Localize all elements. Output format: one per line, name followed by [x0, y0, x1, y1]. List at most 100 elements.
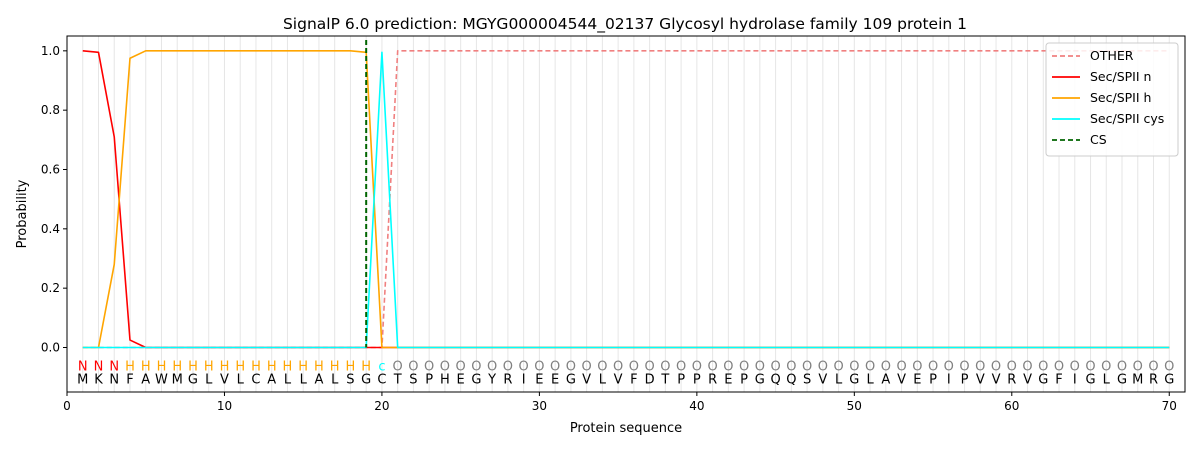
- axis-layer: 0 10 20 30 40 50 60 70 0.0 0.2 0.4 0.6 0.8 1.0: [41, 44, 1177, 413]
- residue-letter: R: [708, 373, 717, 388]
- residue-letter: G: [361, 373, 371, 388]
- region-label: O: [393, 359, 403, 374]
- region-label: O: [1022, 359, 1032, 374]
- x-tick-label: 40: [689, 399, 704, 413]
- region-label: O: [1085, 359, 1095, 374]
- residue-letter: E: [724, 373, 732, 388]
- region-label: O: [503, 359, 513, 374]
- x-tick-label: 50: [847, 399, 862, 413]
- region-label: O: [944, 359, 954, 374]
- residue-letter: R: [503, 373, 512, 388]
- residue-letter: C: [377, 373, 386, 388]
- residue-letter: M: [1132, 373, 1143, 388]
- region-label: O: [1117, 359, 1127, 374]
- region-label: H: [220, 359, 230, 374]
- x-tick-label: 0: [63, 399, 71, 413]
- residue-letter: L: [331, 373, 339, 388]
- residue-letter: L: [866, 373, 874, 388]
- residue-letter: I: [522, 373, 526, 388]
- residue-letter: I: [947, 373, 951, 388]
- region-label: O: [456, 359, 466, 374]
- residue-letter: Q: [770, 373, 780, 388]
- residue-letter: A: [141, 373, 150, 388]
- region-label: H: [267, 359, 277, 374]
- region-label: O: [1148, 359, 1158, 374]
- region-label: O: [566, 359, 576, 374]
- series-line-other: [82, 50, 1170, 349]
- region-label: O: [770, 359, 780, 374]
- region-label: O: [1101, 359, 1111, 374]
- residue-letter: V: [818, 373, 827, 388]
- region-label: O: [865, 359, 875, 374]
- region-label: O: [881, 359, 891, 374]
- residue-letter: G: [755, 373, 765, 388]
- region-label: H: [251, 359, 261, 374]
- region-label: O: [755, 359, 765, 374]
- region-label: O: [975, 359, 985, 374]
- region-label: N: [78, 359, 88, 374]
- residue-letter: A: [267, 373, 276, 388]
- region-label: O: [786, 359, 796, 374]
- residue-letter: G: [1164, 373, 1174, 388]
- residue-letter: T: [393, 373, 402, 388]
- region-label: O: [660, 359, 670, 374]
- region-label: H: [346, 359, 356, 374]
- region-label: O: [1038, 359, 1048, 374]
- residue-letter: R: [1149, 373, 1158, 388]
- residue-letter: G: [566, 373, 576, 388]
- x-tick-label: 70: [1162, 399, 1177, 413]
- residue-letter: V: [1023, 373, 1032, 388]
- region-label: O: [959, 359, 969, 374]
- x-tick-label: 60: [1004, 399, 1019, 413]
- residue-letter: R: [1007, 373, 1016, 388]
- residue-letter: P: [693, 373, 701, 388]
- y-tick-label: 0.8: [41, 103, 60, 117]
- region-label: O: [534, 359, 544, 374]
- series-line-sec-spii-cys: [82, 51, 1170, 349]
- region-label: O: [613, 359, 623, 374]
- residue-letter: S: [409, 373, 417, 388]
- residue-letter: E: [535, 373, 543, 388]
- residue-letter: Q: [786, 373, 796, 388]
- region-label: O: [1054, 359, 1064, 374]
- series-layer: [82, 40, 1170, 349]
- legend-box: [1045, 42, 1179, 157]
- residue-letter: T: [660, 373, 669, 388]
- region-label: H: [361, 359, 371, 374]
- plot-frame: [66, 35, 1186, 393]
- residue-letter: F: [630, 373, 637, 388]
- x-tick-label: 30: [532, 399, 547, 413]
- region-label: H: [330, 359, 340, 374]
- residue-letter: W: [155, 373, 168, 388]
- region-label: O: [896, 359, 906, 374]
- residue-letter: P: [740, 373, 748, 388]
- region-label: O: [1164, 359, 1174, 374]
- region-label: O: [802, 359, 812, 374]
- residue-letter: L: [284, 373, 292, 388]
- region-label: H: [157, 359, 167, 374]
- residue-letter: G: [471, 373, 481, 388]
- x-tick-label: 10: [217, 399, 232, 413]
- region-label: O: [582, 359, 592, 374]
- residue-letter: L: [205, 373, 213, 388]
- region-label: H: [298, 359, 308, 374]
- sequence-layer: NMNKNNHFHAHWHMHGHLHVHLHCHAHLHLHAHLHSHGcC…: [77, 359, 1174, 387]
- region-label: O: [519, 359, 529, 374]
- residue-letter: P: [961, 373, 969, 388]
- x-tick-label: 20: [374, 399, 389, 413]
- residue-letter: S: [803, 373, 811, 388]
- residue-letter: N: [109, 373, 119, 388]
- residue-letter: C: [251, 373, 260, 388]
- region-label: O: [912, 359, 922, 374]
- region-label: O: [739, 359, 749, 374]
- residue-letter: P: [425, 373, 433, 388]
- residue-letter: G: [1085, 373, 1095, 388]
- residue-letter: P: [929, 373, 937, 388]
- y-axis-label: Probability: [15, 179, 30, 248]
- region-label: O: [1133, 359, 1143, 374]
- region-label: O: [440, 359, 450, 374]
- region-label: H: [314, 359, 324, 374]
- region-label: c: [378, 359, 385, 374]
- region-label: H: [172, 359, 182, 374]
